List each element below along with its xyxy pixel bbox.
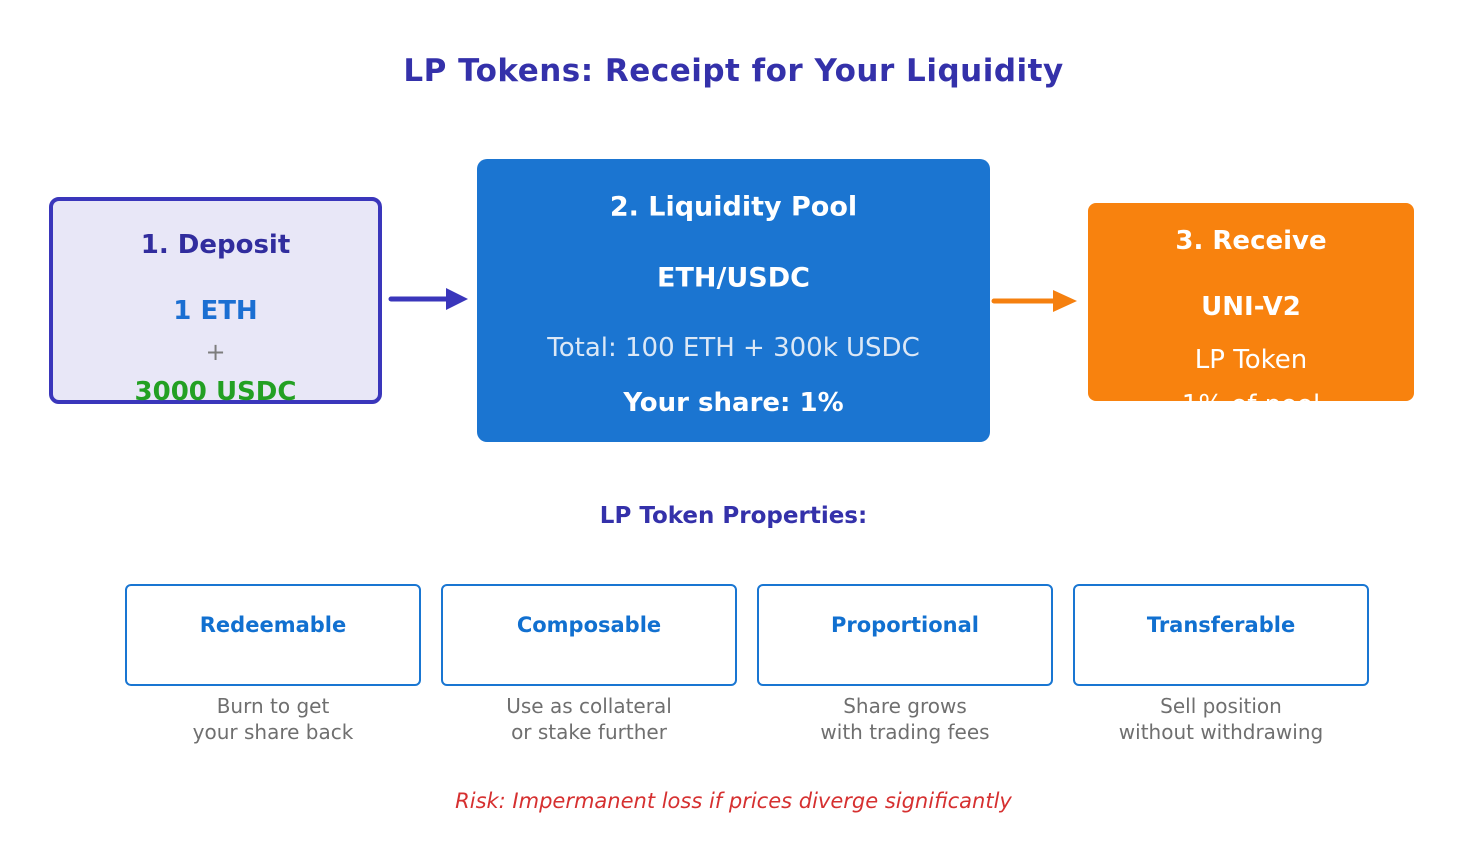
desc-line: your share back: [192, 720, 354, 744]
desc-line: without withdrawing: [1118, 720, 1324, 744]
property-title: Composable: [516, 613, 662, 637]
property-box-composable: Composable: [441, 584, 737, 686]
receive-token-label: LP Token: [1194, 345, 1308, 375]
plus-sign: +: [205, 338, 226, 366]
desc-line: Share grows: [843, 694, 967, 718]
property-title: Redeemable: [199, 613, 347, 637]
receive-heading: 3. Receive: [1175, 226, 1327, 256]
property-desc-composable: Use as collateral or stake further: [441, 693, 737, 745]
pool-pair: ETH/USDC: [657, 262, 810, 294]
property-box-redeemable: Redeemable: [125, 584, 421, 686]
desc-line: Use as collateral: [506, 694, 672, 718]
deposit-usdc-amount: 3000 USDC: [134, 377, 297, 407]
deposit-heading: 1. Deposit: [140, 230, 291, 260]
receive-token-name: UNI-V2: [1201, 292, 1301, 322]
risk-note: Risk: Impermanent loss if prices diverge…: [455, 789, 1012, 813]
pool-your-share: Your share: 1%: [623, 388, 844, 418]
property-box-proportional: Proportional: [757, 584, 1053, 686]
desc-line: with trading fees: [820, 720, 990, 744]
desc-line: or stake further: [511, 720, 667, 744]
liquidity-pool-box: 2. Liquidity Pool ETH/USDC Total: 100 ET…: [477, 159, 990, 442]
property-desc-proportional: Share grows with trading fees: [757, 693, 1053, 745]
deposit-box: 1. Deposit 1 ETH + 3000 USDC: [49, 197, 382, 407]
deposit-eth-amount: 1 ETH: [173, 296, 258, 326]
arrow-right-icon: [388, 288, 468, 310]
pool-heading: 2. Liquidity Pool: [609, 191, 858, 223]
property-desc-redeemable: Burn to get your share back: [125, 693, 421, 745]
properties-heading: LP Token Properties:: [599, 503, 868, 529]
desc-line: Sell position: [1160, 694, 1282, 718]
property-box-transferable: Transferable: [1073, 584, 1369, 686]
desc-line: Burn to get: [216, 694, 330, 718]
page-title: LP Tokens: Receipt for Your Liquidity: [403, 53, 1064, 89]
property-desc-transferable: Sell position without withdrawing: [1073, 693, 1369, 745]
property-title: Proportional: [831, 613, 979, 637]
receive-box: 3. Receive UNI-V2 LP Token 1% of pool: [1088, 203, 1414, 401]
receive-pool-share: 1% of pool: [1088, 390, 1414, 401]
arrow-right-icon: [991, 290, 1077, 312]
pool-total: Total: 100 ETH + 300k USDC: [547, 333, 920, 363]
property-title: Transferable: [1146, 613, 1296, 637]
